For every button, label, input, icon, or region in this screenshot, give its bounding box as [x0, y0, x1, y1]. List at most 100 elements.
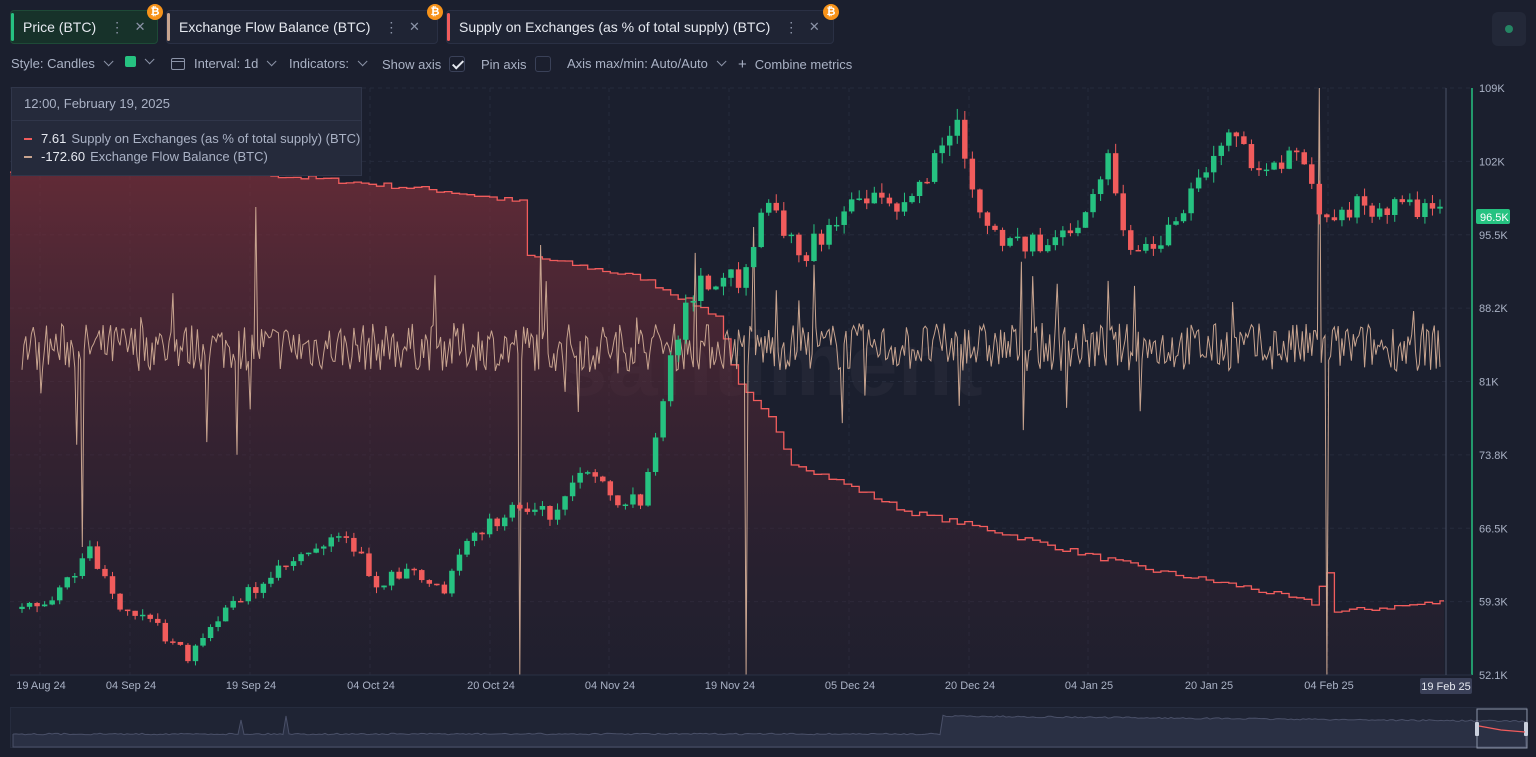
candle-body [102, 568, 108, 577]
candle-body [569, 482, 576, 497]
candle-body [366, 553, 372, 577]
candle-body [765, 202, 772, 213]
color-select[interactable] [125, 54, 155, 67]
more-icon[interactable]: ⋮ [784, 18, 799, 35]
candle-body [1429, 203, 1436, 209]
pin-axis-toggle[interactable]: Pin axis [481, 56, 551, 72]
candle-body [607, 481, 614, 496]
candle-body [713, 286, 719, 290]
show-axis-checkbox[interactable] [449, 56, 466, 72]
candle-body [946, 135, 953, 146]
flow-line [21, 87, 1441, 676]
candle-body [584, 472, 591, 474]
candle-body [1407, 199, 1413, 203]
candle-body [1293, 150, 1300, 153]
candle-body [253, 587, 259, 593]
candle-body [305, 552, 312, 555]
candle-body [939, 145, 945, 154]
current-date-label: 19 Feb 25 [1421, 681, 1471, 693]
candle-body [652, 437, 659, 472]
close-icon[interactable]: ✕ [134, 19, 146, 34]
candle-body [811, 233, 817, 262]
pin-axis-label: Pin axis [481, 56, 527, 72]
candle-body [660, 401, 666, 438]
candle-body [796, 234, 802, 256]
metric-tab-supply-on-exchanges[interactable]: Supply on Exchanges (as % of total suppl… [446, 4, 839, 44]
candle-body [1105, 153, 1111, 180]
candle-body [358, 551, 365, 554]
candle-body [1218, 145, 1225, 156]
candle-body [524, 508, 531, 512]
y-tick-label: 66.5K [1479, 523, 1508, 535]
indicators-label: Indicators: [289, 56, 349, 71]
candle-body [87, 546, 93, 559]
candle-body [894, 203, 900, 212]
close-icon[interactable]: ✕ [408, 19, 420, 34]
candle-body [268, 577, 274, 584]
candle-body [1143, 243, 1149, 251]
metric-tab-exchange-flow[interactable]: Exchange Flow Balance (BTC) ⋮ ✕ ₿ [166, 4, 443, 44]
candle-body [909, 196, 915, 203]
axis-minmax-label: Axis max/min: Auto/Auto [567, 56, 708, 71]
candle-body [924, 181, 930, 184]
series-color-marker [24, 155, 32, 158]
combine-metrics-button[interactable]: + Combine metrics [738, 56, 852, 73]
candle-body [486, 518, 493, 535]
metric-tab-label: Exchange Flow Balance (BTC) [179, 19, 371, 35]
candle-body [1301, 152, 1307, 165]
more-icon[interactable]: ⋮ [110, 18, 125, 35]
tooltip-row-supply: 7.61 Supply on Exchanges (as % of total … [24, 131, 360, 146]
candle-body [230, 600, 236, 608]
candle-body [1128, 230, 1134, 250]
candle-body [999, 229, 1006, 246]
x-tick-label: 19 Sep 24 [226, 680, 276, 692]
candle-body [1082, 212, 1089, 228]
bitcoin-icon: ₿ [427, 4, 443, 20]
metric-tab-price[interactable]: Price (BTC) ⋮ ✕ ₿ [10, 4, 163, 44]
navigator-handle-right [1524, 722, 1528, 736]
candle-body [419, 570, 425, 581]
more-icon[interactable]: ⋮ [384, 18, 399, 35]
plus-icon: + [738, 56, 747, 73]
candle-body [245, 587, 252, 602]
candle-body [328, 537, 334, 547]
candle-body [622, 504, 629, 506]
pin-axis-checkbox[interactable] [534, 56, 551, 72]
candle-body [916, 181, 923, 197]
interval-select[interactable]: Interval: 1d [171, 56, 277, 71]
settings-toggle-button[interactable] [1492, 12, 1526, 46]
candle-body [139, 614, 146, 617]
tooltip-row-flow: -172.60 Exchange Flow Balance (BTC) [24, 149, 268, 164]
range-navigator[interactable] [10, 707, 1528, 749]
candle-body [1029, 234, 1036, 252]
candle-body [637, 494, 644, 506]
candle-body [1376, 208, 1383, 217]
candle-body [1097, 179, 1104, 195]
candle-body [1248, 144, 1255, 169]
axis-minmax-select[interactable]: Axis max/min: Auto/Auto [567, 56, 727, 71]
indicators-select[interactable]: Indicators: [289, 56, 368, 71]
x-tick-label: 04 Nov 24 [585, 680, 635, 692]
current-date-badge [1420, 678, 1472, 694]
close-icon[interactable]: ✕ [808, 19, 820, 34]
candle-body [1195, 177, 1202, 189]
candle-body [479, 532, 485, 535]
show-axis-toggle[interactable]: Show axis [382, 56, 466, 72]
y-tick-label: 59.3K [1479, 597, 1508, 609]
candle-body [1022, 236, 1028, 252]
candle-body [1339, 209, 1345, 221]
candle-body [675, 339, 681, 356]
candle-body [494, 518, 500, 527]
candle-body [1014, 236, 1021, 239]
candle-body [222, 607, 229, 622]
y-tick-label: 81K [1479, 377, 1499, 389]
tooltip-date: 12:00, February 19, 2025 [24, 96, 170, 111]
candle-body [720, 277, 727, 287]
y-tick-label: 52.1K [1479, 670, 1508, 682]
candle-body [320, 546, 327, 549]
candle-body [1263, 169, 1270, 172]
style-select[interactable]: Style: Candles [11, 56, 114, 71]
candle-body [773, 202, 779, 211]
candle-body [1346, 209, 1353, 218]
